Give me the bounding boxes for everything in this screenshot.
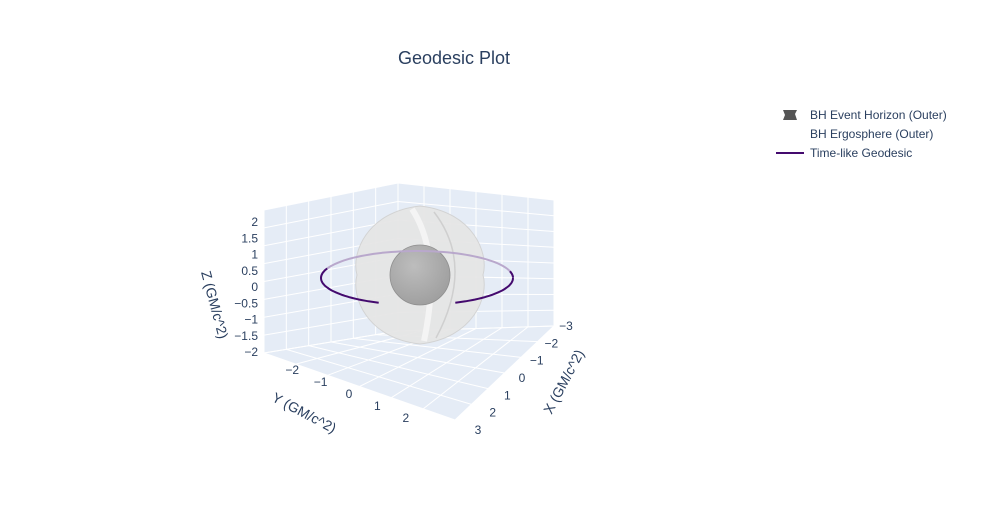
z-tick-label: 0.5: [241, 264, 258, 278]
z-tick-label: 1: [251, 248, 258, 262]
legend-item[interactable]: BH Event Horizon (Outer): [783, 108, 947, 122]
y-tick-label: 2: [402, 411, 409, 425]
legend-label: BH Event Horizon (Outer): [810, 108, 947, 122]
geodesic-front-right: [455, 277, 514, 304]
geodesic-line: [319, 250, 514, 304]
grid-line-y-floor: [308, 345, 489, 390]
y-tick-label: −1: [314, 375, 328, 389]
legend[interactable]: BH Event Horizon (Outer) BH Ergosphere (O…: [776, 108, 947, 160]
chart-title: Geodesic Plot: [398, 48, 510, 68]
x-tick-label: 0: [519, 371, 526, 385]
x-tick-label: 2: [489, 406, 496, 420]
z-tick-label: −1: [244, 313, 258, 327]
z-tick-label: −0.5: [234, 296, 258, 310]
x-tick-label: 3: [475, 423, 482, 437]
z-tick-label: −2: [244, 345, 258, 359]
3d-scene[interactable]: [263, 182, 555, 421]
z-axis-title: Z (GM/c^2): [198, 269, 231, 340]
x-tick-label: −1: [530, 354, 544, 368]
geodesic-front-right-top: [509, 270, 514, 278]
y-tick-label: 1: [374, 399, 381, 413]
x-axis-title: X (GM/c^2): [540, 347, 587, 417]
y-axis-title: Y (GM/c^2): [270, 389, 339, 436]
floor-xy: [264, 326, 554, 420]
z-tick-label: 0: [251, 280, 258, 294]
ergosphere-seam: [433, 211, 456, 339]
grid-line-y-floor: [263, 352, 456, 421]
x-tick-label: 1: [504, 388, 511, 402]
geodesic-back: [320, 250, 514, 279]
grid-line-y-floor: [330, 341, 505, 374]
x-tick-label: −3: [559, 319, 573, 333]
y-axis-ticks: −2 −1 0 1 2: [285, 363, 409, 425]
z-tick-label: 2: [251, 215, 258, 229]
z-tick-label: 1.5: [241, 231, 258, 245]
black-hole-surfaces: [355, 205, 485, 345]
legend-surface-swatch: [783, 110, 797, 120]
legend-label: BH Ergosphere (Outer): [810, 127, 933, 141]
y-tick-label: 0: [346, 387, 353, 401]
x-tick-label: −2: [544, 336, 558, 350]
grid-line-y-floor: [353, 337, 522, 358]
geodesic-front-left: [319, 267, 379, 304]
event-horizon-surface: [389, 244, 451, 306]
grid-line-y-floor: [286, 348, 472, 405]
legend-item[interactable]: Time-like Geodesic: [776, 146, 912, 160]
legend-label: Time-like Geodesic: [810, 146, 912, 160]
z-tick-label: −1.5: [234, 329, 258, 343]
legend-item[interactable]: BH Ergosphere (Outer): [810, 127, 933, 141]
z-axis-ticks: 2 1.5 1 0.5 0 −0.5 −1 −1.5 −2: [234, 215, 258, 359]
y-tick-label: −2: [285, 363, 299, 377]
